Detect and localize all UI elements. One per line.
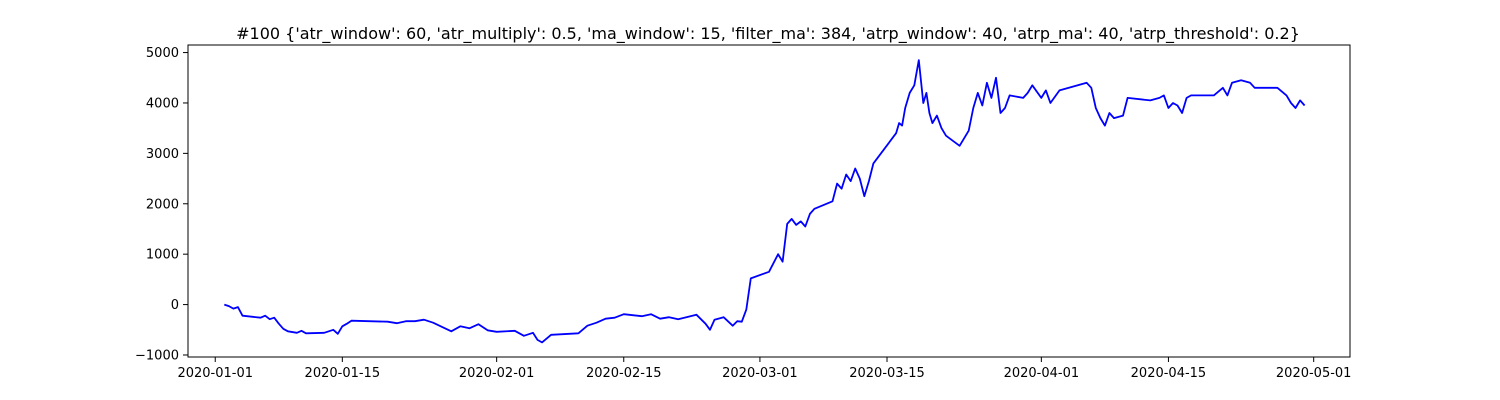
- x-axis: 2020-01-01 2020-01-15 2020-02-01 2020-02-15…: [177, 357, 1351, 381]
- y-tick-label: 1000: [146, 248, 179, 263]
- y-tick-label: −1000: [135, 348, 179, 363]
- x-tick-label: 2020-02-01: [459, 366, 535, 381]
- y-tick-label: 2000: [146, 197, 179, 212]
- y-tick-label: 0: [171, 298, 179, 313]
- x-tick-label: 2020-01-15: [305, 366, 381, 381]
- y-tick-label: 4000: [146, 96, 179, 111]
- y-axis: −1000 0 1000 2000 3000 4000 5000: [135, 46, 188, 363]
- series-line: [224, 59, 1306, 344]
- x-tick-label: 2020-02-15: [586, 366, 662, 381]
- x-tick-label: 2020-03-15: [849, 366, 925, 381]
- x-tick-label: 2020-03-01: [722, 366, 798, 381]
- chart-title: #100 {'atr_window': 60, 'atr_multiply': …: [236, 24, 1300, 44]
- x-tick-label: 2020-04-01: [1004, 366, 1080, 381]
- plot-frame: [187, 44, 1351, 358]
- x-tick-label: 2020-04-15: [1131, 366, 1207, 381]
- y-tick-label: 3000: [146, 147, 179, 162]
- y-tick-label: 5000: [146, 46, 179, 61]
- x-tick-label: 2020-05-01: [1276, 366, 1352, 381]
- x-tick-label: 2020-01-01: [177, 366, 253, 381]
- plot-area: [188, 45, 1350, 357]
